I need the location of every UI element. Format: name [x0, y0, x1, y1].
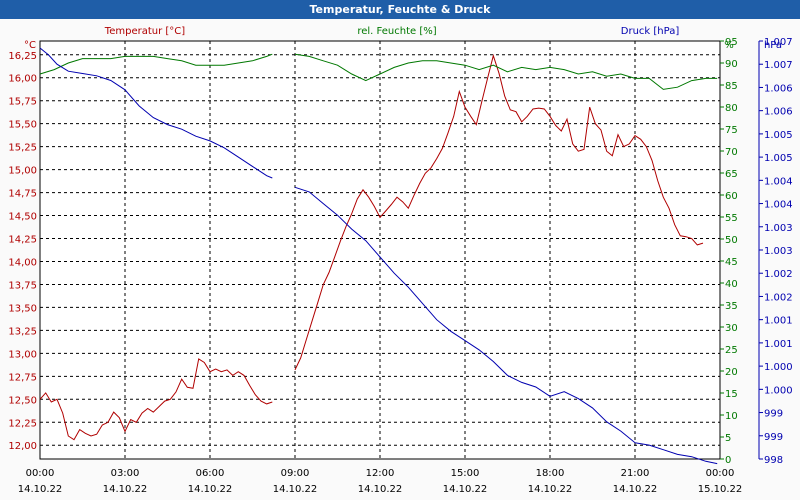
pressure-tick-label: 999 — [764, 432, 783, 443]
humidity-tick-label: 25 — [725, 345, 738, 356]
temperature-tick-label: 15,00 — [8, 166, 37, 177]
humidity-tick-label: 35 — [725, 301, 738, 312]
temperature-tick-label: 14,00 — [8, 257, 37, 268]
x-tick-time: 09:00 — [281, 468, 310, 479]
humidity-header: rel. Feuchte [%] — [357, 26, 436, 37]
temperature-tick-label: 16,00 — [8, 74, 37, 85]
temperature-tick-label: 12,00 — [8, 441, 37, 452]
humidity-unit-label: % — [724, 40, 734, 51]
x-tick-date: 14.10.22 — [188, 484, 233, 495]
series-line-pressure — [39, 47, 273, 179]
pressure-tick-label: 1.000 — [764, 362, 793, 373]
temperature-tick-label: 14,75 — [8, 189, 37, 200]
pressure-tick-label: 1.005 — [764, 130, 793, 141]
x-tick-date: 14.10.22 — [18, 484, 63, 495]
humidity-tick-label: 5 — [725, 433, 731, 444]
x-tick-time: 03:00 — [111, 468, 140, 479]
x-tick-time: 15:00 — [451, 468, 480, 479]
x-tick-time: 06:00 — [196, 468, 225, 479]
x-tick-time: 12:00 — [366, 468, 395, 479]
x-tick-date: 15.10.22 — [698, 484, 743, 495]
temperature-tick-label: 14,50 — [8, 212, 37, 223]
pressure-tick-label: 1.006 — [764, 107, 793, 118]
temperature-tick-label: 12,75 — [8, 372, 37, 383]
temperature-tick-label: 13,75 — [8, 280, 37, 291]
pressure-tick-label: 1.002 — [764, 292, 793, 303]
pressure-tick-label: 1.001 — [764, 316, 793, 327]
x-tick-date: 14.10.22 — [103, 484, 148, 495]
pressure-tick-label: 1.000 — [764, 385, 793, 396]
x-tick-date: 14.10.22 — [273, 484, 318, 495]
temperature-tick-label: 15,75 — [8, 97, 37, 108]
x-tick-date: 14.10.22 — [358, 484, 403, 495]
humidity-tick-label: 95 — [725, 37, 738, 48]
series-line-humidity — [294, 53, 718, 90]
x-tick-time: 18:00 — [536, 468, 565, 479]
humidity-tick-label: 65 — [725, 169, 738, 180]
x-tick-date: 14.10.22 — [443, 484, 488, 495]
temperature-tick-label: 13,50 — [8, 303, 37, 314]
temperature-tick-label: 14,25 — [8, 235, 37, 246]
temperature-tick-label: 15,25 — [8, 143, 37, 154]
pressure-header: Druck [hPa] — [621, 26, 680, 37]
x-tick-date: 14.10.22 — [528, 484, 573, 495]
pressure-tick-label: 1.006 — [764, 83, 793, 94]
humidity-tick-label: 50 — [725, 235, 738, 246]
humidity-tick-label: 60 — [725, 191, 738, 202]
temperature-tick-label: 15,50 — [8, 120, 37, 131]
temperature-header: Temperatur [°C] — [104, 26, 185, 37]
temperature-tick-label: 16,25 — [8, 51, 37, 62]
humidity-tick-label: 85 — [725, 81, 738, 92]
humidity-tick-label: 90 — [725, 59, 738, 70]
pressure-unit-label: hPa — [764, 40, 782, 51]
humidity-tick-label: 20 — [725, 367, 738, 378]
pressure-tick-label: 999 — [764, 409, 783, 420]
series-line-temperature — [39, 358, 273, 441]
humidity-tick-label: 0 — [725, 455, 731, 466]
x-tick-time: 00:00 — [26, 468, 55, 479]
series-line-pressure — [294, 186, 718, 465]
pressure-tick-label: 1.002 — [764, 269, 793, 280]
series-line-humidity — [39, 53, 273, 75]
temperature-unit-label: °C — [24, 40, 36, 51]
x-tick-date: 14.10.22 — [613, 484, 658, 495]
humidity-tick-label: 15 — [725, 389, 738, 400]
humidity-tick-label: 45 — [725, 257, 738, 268]
humidity-tick-label: 55 — [725, 213, 738, 224]
temperature-tick-label: 13,25 — [8, 326, 37, 337]
pressure-tick-label: 1.007 — [764, 60, 793, 71]
humidity-tick-label: 80 — [725, 103, 738, 114]
pressure-tick-label: 1.005 — [764, 153, 793, 164]
pressure-tick-label: 998 — [764, 455, 783, 466]
humidity-tick-label: 30 — [725, 323, 738, 334]
temperature-tick-label: 13,00 — [8, 349, 37, 360]
pressure-tick-label: 1.004 — [764, 200, 793, 211]
pressure-tick-label: 1.003 — [764, 223, 793, 234]
pressure-tick-label: 1.004 — [764, 176, 793, 187]
humidity-tick-label: 75 — [725, 125, 738, 136]
x-tick-time: 00:00 — [706, 468, 735, 479]
humidity-tick-label: 40 — [725, 279, 738, 290]
temperature-tick-label: 12,50 — [8, 395, 37, 406]
temperature-tick-label: 12,25 — [8, 418, 37, 429]
humidity-tick-label: 10 — [725, 411, 738, 422]
series-line-temperature — [294, 53, 704, 371]
pressure-tick-label: 1.001 — [764, 339, 793, 350]
x-tick-time: 21:00 — [621, 468, 650, 479]
pressure-tick-label: 1.007 — [764, 37, 793, 48]
humidity-tick-label: 70 — [725, 147, 738, 158]
pressure-tick-label: 1.003 — [764, 246, 793, 257]
chart-title: Temperatur, Feuchte & Druck — [0, 0, 800, 19]
